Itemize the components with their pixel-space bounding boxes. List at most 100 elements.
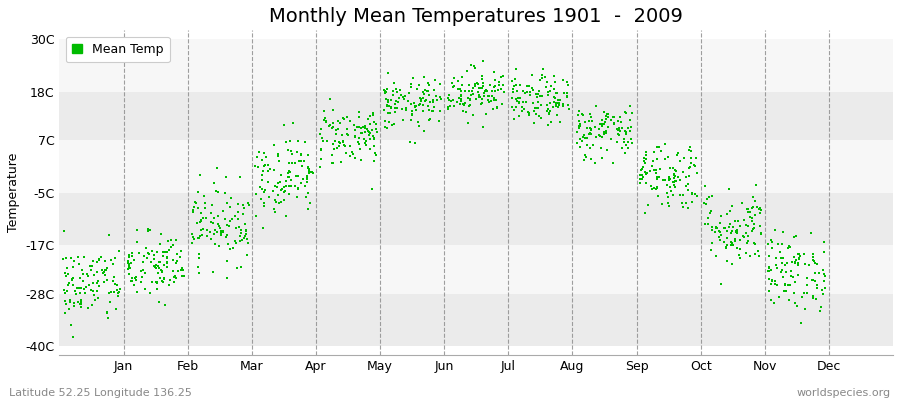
Point [313, 164, 328, 170]
Point [279, 178, 293, 184]
Point [175, 264, 189, 271]
Point [595, 123, 609, 129]
Point [87, 292, 102, 298]
Point [475, 80, 490, 86]
Point [495, 72, 509, 79]
Point [807, 270, 822, 276]
Point [356, 124, 371, 130]
Point [598, 116, 613, 122]
Point [400, 98, 415, 105]
Point [506, 89, 520, 96]
Point [73, 275, 87, 282]
Point [291, 137, 305, 144]
Point [122, 262, 136, 269]
Text: Latitude 52.25 Longitude 136.25: Latitude 52.25 Longitude 136.25 [9, 388, 192, 398]
Point [662, 174, 676, 180]
Point [301, 176, 315, 182]
Point [545, 104, 560, 110]
Point [350, 124, 365, 130]
Point [775, 260, 789, 266]
Point [236, 211, 250, 217]
Point [745, 204, 760, 210]
Point [718, 243, 733, 250]
Point [192, 234, 206, 241]
Point [761, 288, 776, 294]
Point [480, 88, 494, 94]
Point [56, 256, 70, 262]
Point [290, 149, 304, 156]
Point [346, 150, 360, 157]
Point [674, 200, 688, 206]
Point [382, 119, 397, 125]
Point [216, 228, 230, 235]
Point [749, 182, 763, 188]
Point [583, 126, 598, 132]
Point [494, 74, 508, 80]
Point [110, 282, 124, 288]
Point [608, 114, 622, 120]
Point [230, 201, 245, 208]
Point [256, 200, 271, 206]
Point [336, 139, 350, 145]
Point [584, 125, 598, 132]
Point [784, 268, 798, 275]
Point [649, 167, 663, 174]
Point [193, 172, 207, 178]
Point [576, 134, 590, 140]
Point [282, 168, 296, 174]
Point [623, 128, 637, 134]
Point [279, 183, 293, 189]
Point [815, 286, 830, 293]
Point [634, 167, 648, 174]
Point [385, 88, 400, 94]
Point [792, 253, 806, 260]
Point [130, 239, 144, 245]
Point [595, 116, 609, 123]
Point [277, 189, 292, 195]
Point [88, 297, 103, 303]
Point [421, 102, 436, 109]
Point [283, 169, 297, 176]
Point [158, 274, 172, 281]
Point [747, 221, 761, 227]
Point [367, 143, 382, 150]
Point [806, 295, 821, 301]
Point [550, 112, 564, 118]
Point [814, 304, 828, 310]
Point [176, 267, 190, 273]
Point [368, 150, 382, 156]
Point [544, 83, 558, 89]
Point [509, 96, 524, 103]
Point [481, 97, 495, 104]
Point [680, 180, 695, 187]
Point [354, 156, 368, 163]
Point [723, 221, 737, 227]
Point [512, 100, 526, 106]
Point [288, 160, 302, 167]
Point [463, 97, 477, 104]
Point [515, 107, 529, 114]
Point [321, 123, 336, 129]
Bar [59, 193, 893, 246]
Point [302, 164, 316, 170]
Point [351, 139, 365, 145]
Point [100, 264, 114, 271]
Point [441, 104, 455, 110]
Point [561, 102, 575, 108]
Point [362, 129, 376, 135]
Point [722, 186, 736, 192]
Point [754, 231, 769, 237]
Point [572, 123, 586, 130]
Point [184, 231, 199, 237]
Point [251, 164, 266, 170]
Point [283, 174, 297, 180]
Point [475, 100, 490, 106]
Point [81, 304, 95, 311]
Point [352, 140, 366, 147]
Point [402, 90, 417, 97]
Point [594, 145, 608, 152]
Point [486, 106, 500, 112]
Point [228, 212, 242, 219]
Point [454, 88, 469, 94]
Point [256, 177, 270, 183]
